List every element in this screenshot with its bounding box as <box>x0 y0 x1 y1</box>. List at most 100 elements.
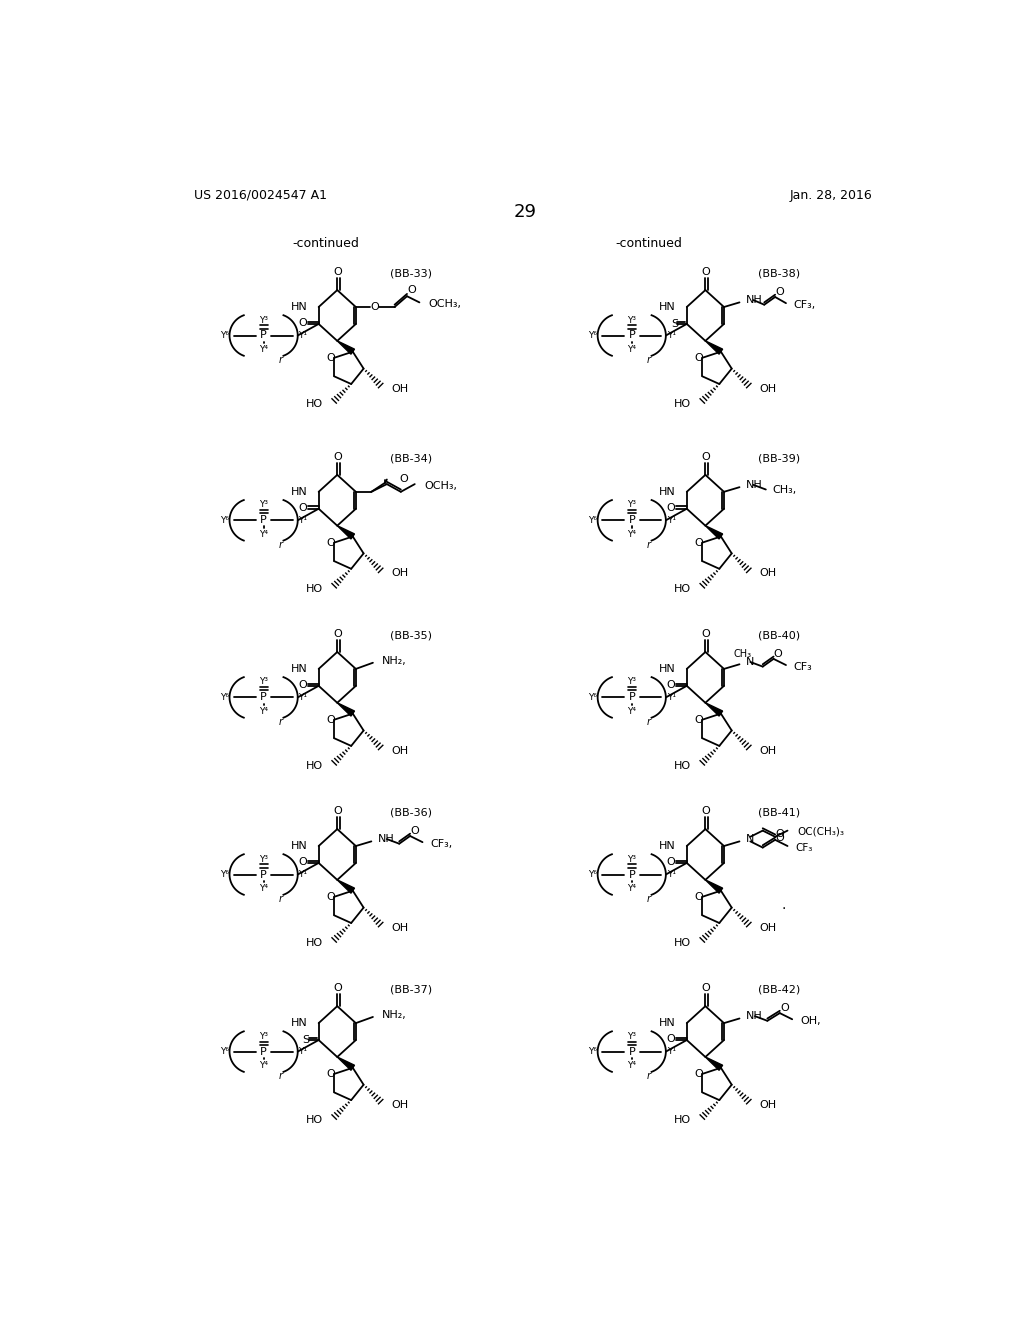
Text: HN: HN <box>659 302 676 312</box>
Text: CF₃: CF₃ <box>794 661 812 672</box>
Polygon shape <box>337 525 354 539</box>
Text: HO: HO <box>306 939 324 948</box>
Text: Y⁶: Y⁶ <box>588 331 597 341</box>
Text: O: O <box>775 829 784 838</box>
Text: CH₃: CH₃ <box>733 648 752 659</box>
Text: Y¹: Y¹ <box>667 516 676 525</box>
Text: r: r <box>647 717 651 727</box>
Text: P: P <box>629 870 635 879</box>
Text: N: N <box>745 657 754 667</box>
Text: OC(CH₃)₃: OC(CH₃)₃ <box>798 826 845 837</box>
Text: Y⁴: Y⁴ <box>259 345 268 354</box>
Text: OH: OH <box>391 569 409 578</box>
Text: OH: OH <box>760 569 777 578</box>
Text: HN: HN <box>659 841 676 851</box>
Text: Y⁶: Y⁶ <box>220 331 228 341</box>
Text: Y³: Y³ <box>628 315 636 325</box>
Text: HN: HN <box>291 664 308 675</box>
Text: O: O <box>775 833 784 843</box>
Text: Y⁶: Y⁶ <box>220 1047 228 1056</box>
Text: NH₂,: NH₂, <box>382 1010 407 1020</box>
Text: Y¹: Y¹ <box>299 1047 307 1056</box>
Text: O: O <box>333 983 342 994</box>
Text: P: P <box>629 693 635 702</box>
Text: O: O <box>694 892 702 902</box>
Text: OH: OH <box>391 1100 409 1110</box>
Text: O: O <box>701 983 710 994</box>
Text: OH: OH <box>760 746 777 755</box>
Text: HN: HN <box>291 841 308 851</box>
Text: P: P <box>260 515 267 525</box>
Text: (BB-39): (BB-39) <box>758 454 800 463</box>
Text: Y¹: Y¹ <box>299 870 307 879</box>
Text: (BB-41): (BB-41) <box>758 808 800 818</box>
Text: O: O <box>298 857 307 867</box>
Text: P: P <box>629 1047 635 1056</box>
Text: Y⁶: Y⁶ <box>220 693 228 702</box>
Text: (BB-42): (BB-42) <box>758 985 800 995</box>
Text: HO: HO <box>674 939 691 948</box>
Text: O: O <box>694 1069 702 1078</box>
Text: r: r <box>647 894 651 904</box>
Text: 29: 29 <box>513 203 537 222</box>
Text: HO: HO <box>674 760 691 771</box>
Text: Y³: Y³ <box>259 500 268 510</box>
Text: HN: HN <box>659 664 676 675</box>
Text: Y³: Y³ <box>628 1032 636 1040</box>
Text: Y³: Y³ <box>628 854 636 863</box>
Text: OH: OH <box>760 923 777 933</box>
Text: HN: HN <box>291 302 308 312</box>
Text: OH: OH <box>760 1100 777 1110</box>
Text: Y⁶: Y⁶ <box>588 693 597 702</box>
Text: Y¹: Y¹ <box>299 331 307 341</box>
Text: O: O <box>667 503 675 513</box>
Text: -continued: -continued <box>615 236 682 249</box>
Text: (BB-38): (BB-38) <box>758 269 800 279</box>
Text: O: O <box>694 714 702 725</box>
Text: Y⁶: Y⁶ <box>588 1047 597 1056</box>
Text: (BB-35): (BB-35) <box>390 631 432 640</box>
Text: O: O <box>326 352 335 363</box>
Text: (BB-33): (BB-33) <box>390 269 432 279</box>
Text: r: r <box>647 540 651 550</box>
Text: (BB-34): (BB-34) <box>390 454 432 463</box>
Text: P: P <box>260 693 267 702</box>
Text: O: O <box>326 892 335 902</box>
Text: Y⁴: Y⁴ <box>628 1061 636 1071</box>
Text: O: O <box>701 453 710 462</box>
Text: O: O <box>333 453 342 462</box>
Text: HO: HO <box>306 583 324 594</box>
Text: r: r <box>279 1072 283 1081</box>
Text: O: O <box>298 503 307 513</box>
Text: O: O <box>333 807 342 816</box>
Text: P: P <box>629 515 635 525</box>
Text: Y⁴: Y⁴ <box>259 529 268 539</box>
Text: CH₃,: CH₃, <box>772 486 797 495</box>
Text: O: O <box>701 807 710 816</box>
Polygon shape <box>706 880 723 894</box>
Text: O: O <box>775 286 784 297</box>
Text: Y³: Y³ <box>259 854 268 863</box>
Polygon shape <box>706 525 723 539</box>
Text: Y⁴: Y⁴ <box>628 345 636 354</box>
Text: HO: HO <box>306 1115 324 1125</box>
Text: Y³: Y³ <box>259 1032 268 1040</box>
Polygon shape <box>337 880 354 894</box>
Text: O: O <box>701 630 710 639</box>
Text: Y³: Y³ <box>628 677 636 686</box>
Text: HO: HO <box>674 1115 691 1125</box>
Text: O: O <box>408 285 416 296</box>
Text: r: r <box>279 355 283 366</box>
Text: OH: OH <box>391 923 409 933</box>
Text: (BB-40): (BB-40) <box>758 631 800 640</box>
Text: CF₃,: CF₃, <box>430 838 453 849</box>
Text: Y¹: Y¹ <box>667 870 676 879</box>
Text: O: O <box>694 352 702 363</box>
Text: Y¹: Y¹ <box>667 693 676 702</box>
Text: NH₂,: NH₂, <box>382 656 407 667</box>
Text: O: O <box>298 680 307 690</box>
Text: r: r <box>647 355 651 366</box>
Text: O: O <box>326 1069 335 1078</box>
Text: Y⁴: Y⁴ <box>628 706 636 715</box>
Text: Y³: Y³ <box>259 677 268 686</box>
